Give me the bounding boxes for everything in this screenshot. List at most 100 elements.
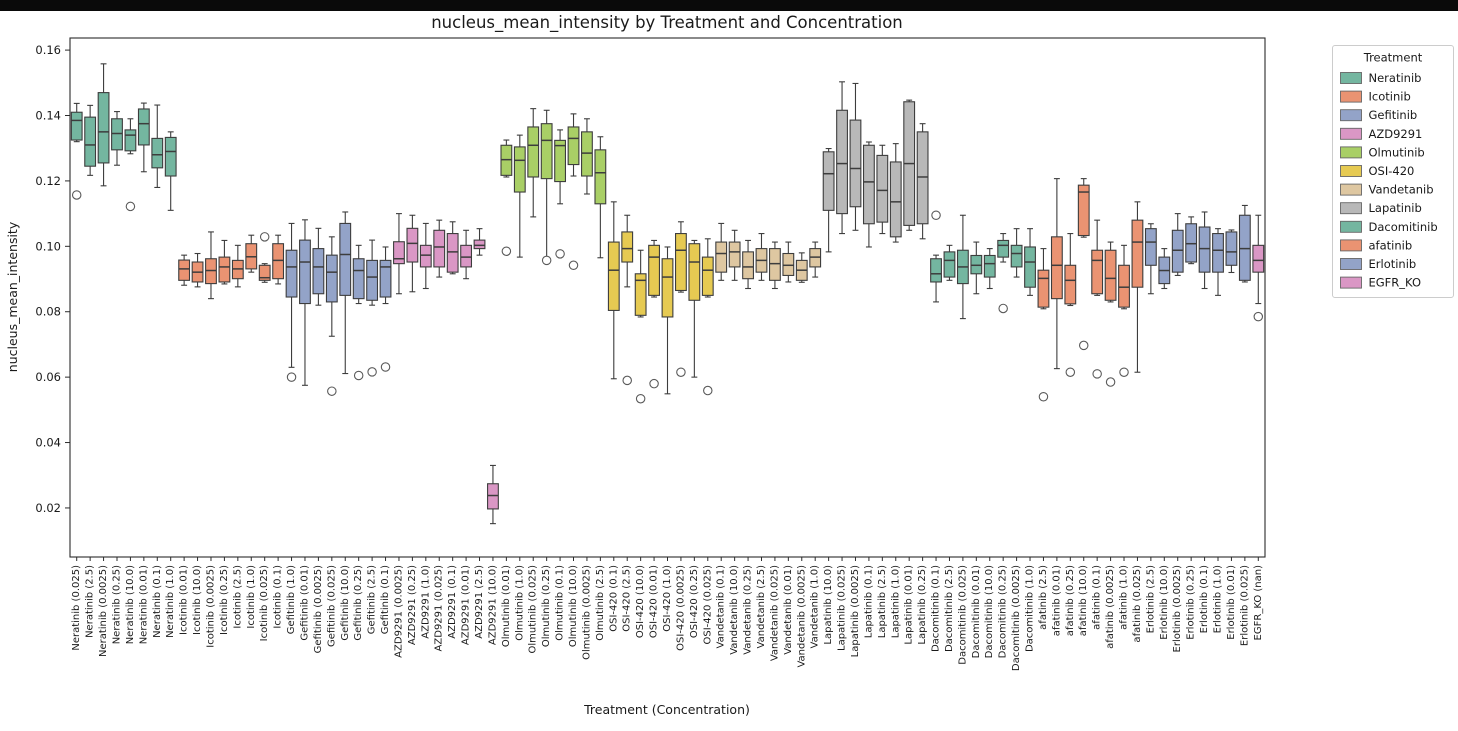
iqr-box [527, 126, 540, 178]
x-tick-label: AZD9291 (1.0) [420, 565, 431, 639]
x-tick-label: Olmutinib (0.0025) [581, 565, 592, 660]
box-dacomitinib-0.25- [997, 233, 1010, 314]
iqr-box [930, 258, 942, 283]
box-azd9291-1.0- [419, 222, 432, 290]
iqr-box [701, 256, 714, 296]
iqr-box [164, 136, 177, 177]
box-osi-420-0.025- [701, 238, 714, 396]
box-erlotinib-10.0- [1158, 248, 1171, 290]
iqr-box [594, 149, 607, 205]
x-tick-label: Vandetanib (1.0) [810, 565, 821, 649]
x-tick-label: Dacomitinib (1.0) [1025, 565, 1036, 652]
box-gefitinib-0.1- [379, 246, 392, 372]
outlier-point [555, 249, 565, 259]
box-azd9291-10.0- [487, 464, 499, 525]
x-tick-label: Vandetanib (10.0) [729, 565, 740, 655]
window-top-bar [0, 0, 1458, 11]
iqr-box [406, 227, 419, 263]
outlier-point [541, 255, 552, 266]
legend-swatch-afatinib [1340, 239, 1362, 252]
iqr-box [782, 252, 795, 276]
box-afatinib-0.25- [1064, 233, 1077, 377]
legend-swatch-osi-420 [1340, 165, 1362, 177]
iqr-box [943, 251, 956, 278]
box-gefitinib-2.5- [366, 239, 379, 377]
legend-swatch-olmutinib [1340, 146, 1362, 159]
x-tick-label: Olmutinib (0.1) [555, 565, 566, 641]
x-tick-label: AZD9291 (10.0) [487, 565, 498, 645]
legend-frame [1332, 45, 1454, 298]
iqr-box [997, 239, 1010, 258]
legend-label-neratinib: Neratinib [1369, 71, 1422, 85]
box-osi-420-1.0- [661, 246, 674, 395]
legend-swatch-neratinib [1340, 72, 1362, 84]
legend-label-azd9291: AZD9291 [1369, 127, 1423, 141]
iqr-box [111, 118, 123, 151]
iqr-box [581, 131, 593, 177]
box-vandetanib-1.0- [809, 241, 822, 278]
y-tick-label: 0.10 [35, 239, 61, 253]
legend-label-olmutinib: Olmutinib [1369, 145, 1425, 159]
box-lapatinib-10.0- [822, 147, 835, 253]
outlier-point [1105, 377, 1116, 387]
iqr-box [339, 222, 352, 296]
box-dacomitinib-0.0025- [1010, 228, 1023, 278]
x-tick-label: AZD9291 (0.0025) [393, 565, 404, 658]
outlier-point [635, 393, 646, 404]
x-tick-label: Lapatinib (2.5) [877, 565, 888, 638]
box-afatinib-0.01- [1050, 178, 1063, 370]
iqr-box [1144, 228, 1157, 266]
iqr-box [1171, 229, 1184, 273]
x-tick-label: Gefitinib (10.0) [340, 565, 351, 641]
x-tick-label: Icotinib (0.25) [219, 565, 230, 635]
iqr-box [312, 248, 325, 295]
x-tick-label: Neratinib (1.0) [165, 565, 176, 638]
iqr-box [849, 119, 862, 208]
outlier-point [676, 367, 686, 377]
x-tick-label: Olmutinib (1.0) [514, 565, 525, 641]
box-erlotinib-0.025- [1238, 204, 1251, 283]
iqr-box [1238, 214, 1251, 281]
box-afatinib-0.025- [1131, 201, 1144, 373]
x-tick-label: Icotinib (0.01) [179, 565, 190, 635]
iqr-box [715, 241, 728, 273]
outlier-point [931, 210, 941, 221]
box-osi-420-0.1- [607, 201, 620, 380]
x-tick-label: Erlotinib (0.01) [1226, 565, 1237, 640]
x-tick-label: Dacomitinib (0.25) [998, 565, 1009, 658]
x-tick-label: Olmutinib (0.01) [501, 565, 512, 647]
legend-label-erlotinib: Erlotinib [1369, 257, 1417, 271]
box-neratinib-0.025- [70, 102, 83, 200]
box-azd9291-0.1- [446, 221, 459, 275]
box-lapatinib-0.01- [903, 99, 916, 231]
x-tick-label: Vandetanib (0.0025) [796, 565, 807, 668]
iqr-box [567, 126, 580, 166]
box-egfr-ko-nan- [1252, 214, 1265, 322]
x-tick-label: Dacomitinib (2.5) [944, 565, 955, 652]
iqr-box [1024, 246, 1036, 288]
box-osi-420-0.0025- [675, 221, 687, 377]
iqr-box [460, 244, 473, 268]
x-tick-label: OSI-420 (2.5) [622, 565, 633, 632]
legend-label-icotinib: Icotinib [1369, 90, 1411, 104]
legend-label-gefitinib: Gefitinib [1369, 108, 1418, 122]
iqr-box [258, 264, 271, 281]
box-vandetanib-0.01- [782, 241, 795, 283]
box-dacomitinib-0.025- [956, 214, 969, 320]
x-tick-label: Lapatinib (10.0) [823, 565, 834, 645]
iqr-box [473, 239, 486, 250]
chart-title: nucleus_mean_intensity by Treatment and … [431, 13, 903, 33]
legend-swatch-icotinib [1340, 90, 1362, 103]
box-afatinib-2.5- [1037, 248, 1050, 402]
x-tick-label: Gefitinib (0.25) [353, 565, 364, 641]
outlier-point [622, 375, 632, 386]
box-lapatinib-0.025- [836, 81, 848, 235]
box-neratinib-2.5- [84, 104, 97, 176]
x-tick-label: Lapatinib (0.01) [904, 565, 915, 645]
box-gefitinib-10.0- [339, 211, 352, 375]
box-azd9291-0.025- [433, 219, 446, 278]
x-tick-label: Icotinib (0.1) [273, 565, 284, 629]
x-tick-label: Lapatinib (0.0025) [850, 565, 861, 657]
legend-title: Treatment [1363, 51, 1423, 65]
iqr-box [742, 251, 754, 280]
